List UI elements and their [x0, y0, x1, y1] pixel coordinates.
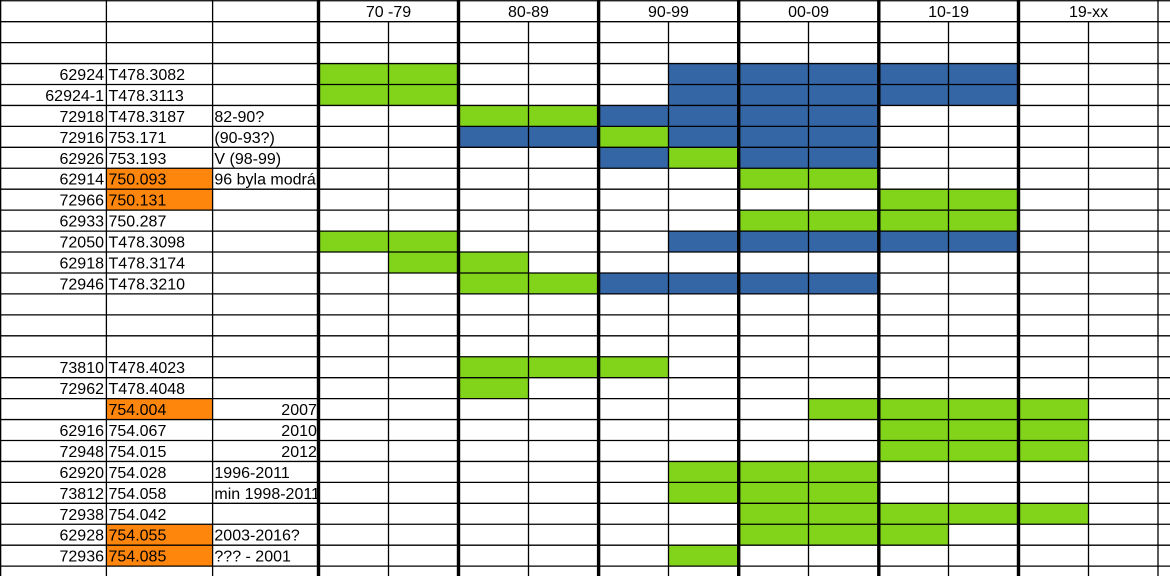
svg-text:2012: 2012 [281, 444, 317, 461]
svg-text:80-89: 80-89 [508, 4, 549, 21]
svg-text:72938: 72938 [60, 507, 105, 524]
svg-text:72050: 72050 [60, 235, 105, 252]
svg-text:T478.3113: T478.3113 [109, 88, 184, 105]
svg-text:??? - 2001: ??? - 2001 [214, 549, 291, 566]
svg-text:754.015: 754.015 [109, 444, 167, 461]
svg-text:2010: 2010 [281, 423, 317, 440]
svg-text:(90-93?): (90-93?) [214, 130, 274, 147]
svg-text:62933: 62933 [60, 214, 105, 231]
svg-text:73812: 73812 [60, 486, 105, 503]
svg-text:1996-2011: 1996-2011 [214, 465, 289, 482]
svg-text:72946: 72946 [60, 276, 105, 293]
svg-text:62918: 62918 [60, 255, 105, 272]
svg-text:753.193: 753.193 [109, 151, 167, 168]
svg-text:2003-2016?: 2003-2016? [214, 528, 300, 545]
svg-text:72962: 72962 [60, 381, 105, 398]
svg-text:754.042: 754.042 [109, 507, 167, 524]
svg-text:62920: 62920 [60, 465, 105, 482]
svg-text:T478.4023: T478.4023 [109, 360, 186, 377]
svg-text:96 byla modrá: 96 byla modrá [214, 172, 315, 189]
svg-text:70 -79: 70 -79 [366, 4, 411, 21]
svg-text:10-19: 10-19 [928, 4, 969, 21]
svg-text:62924-1: 62924-1 [45, 88, 104, 105]
svg-text:750.131: 750.131 [109, 193, 167, 210]
svg-text:72936: 72936 [60, 549, 105, 566]
svg-text:72918: 72918 [60, 109, 105, 126]
svg-text:T478.3210: T478.3210 [109, 276, 186, 293]
svg-text:754.085: 754.085 [109, 549, 167, 566]
svg-text:19-xx: 19-xx [1069, 4, 1108, 21]
svg-text:750.287: 750.287 [109, 214, 167, 231]
svg-text:73810: 73810 [60, 360, 105, 377]
svg-text:62916: 62916 [60, 423, 105, 440]
svg-text:750.093: 750.093 [109, 172, 167, 189]
svg-text:754.004: 754.004 [109, 402, 167, 419]
svg-text:754.067: 754.067 [109, 423, 167, 440]
svg-text:754.055: 754.055 [109, 528, 167, 545]
svg-text:62926: 62926 [60, 151, 105, 168]
svg-text:T478.4048: T478.4048 [109, 381, 186, 398]
svg-text:2007: 2007 [281, 402, 317, 419]
svg-text:T478.3174: T478.3174 [109, 255, 186, 272]
svg-text:62914: 62914 [60, 172, 105, 189]
svg-text:72916: 72916 [60, 130, 105, 147]
svg-text:T478.3098: T478.3098 [109, 235, 186, 252]
svg-text:753.171: 753.171 [109, 130, 167, 147]
svg-text:min 1998-2011: min 1998-2011 [214, 486, 320, 503]
svg-text:82-90?: 82-90? [214, 109, 264, 126]
svg-text:T478.3187: T478.3187 [109, 109, 186, 126]
svg-text:00-09: 00-09 [788, 4, 829, 21]
svg-text:754.028: 754.028 [109, 465, 167, 482]
svg-text:90-99: 90-99 [648, 4, 689, 21]
svg-text:754.058: 754.058 [109, 486, 167, 503]
svg-text:62924: 62924 [60, 67, 105, 84]
svg-text:72948: 72948 [60, 444, 105, 461]
svg-text:72966: 72966 [60, 193, 105, 210]
svg-text:V (98-99): V (98-99) [214, 151, 281, 168]
svg-text:62928: 62928 [60, 528, 105, 545]
svg-text:T478.3082: T478.3082 [109, 67, 186, 84]
